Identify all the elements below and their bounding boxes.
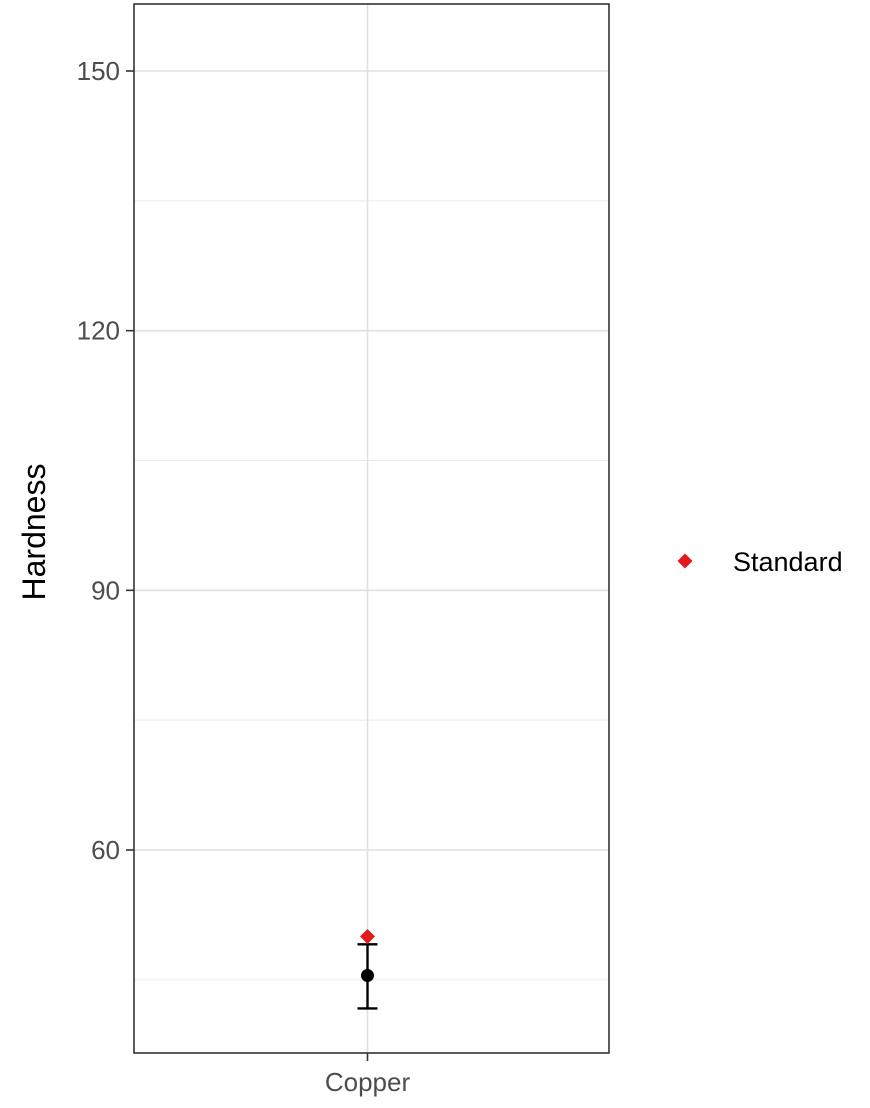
y-tick-label: 120 (77, 316, 120, 346)
y-axis-ticks: 60 90 120 150 (77, 56, 134, 865)
legend-label-standard: Standard (733, 547, 843, 577)
plot-panel-border (133, 3, 610, 1054)
plot-panel-background (134, 4, 609, 1053)
x-tick-label: Copper (325, 1067, 411, 1097)
y-axis-title: Hardness (16, 464, 52, 601)
legend-key-standard (677, 553, 693, 569)
data-marks (357, 929, 378, 1010)
x-axis-ticks: Copper (325, 1053, 411, 1097)
data-point-standard (360, 929, 375, 945)
y-tick-label: 60 (91, 835, 120, 865)
major-gridlines (134, 4, 609, 1053)
y-tick-label: 90 (91, 575, 120, 605)
y-tick-label: 150 (77, 56, 120, 86)
data-point-mean (361, 969, 374, 983)
legend: Standard (677, 547, 843, 577)
